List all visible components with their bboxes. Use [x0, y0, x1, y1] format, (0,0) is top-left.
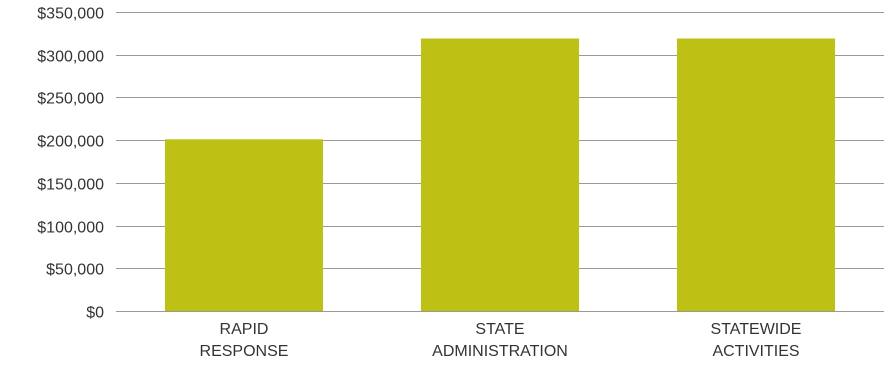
y-tick-label: $200,000	[37, 134, 104, 151]
y-tick-label: $250,000	[37, 91, 104, 108]
bars	[165, 38, 835, 311]
x-tick-label-line: ADMINISTRATION	[432, 343, 568, 360]
y-tick-label: $100,000	[37, 220, 104, 237]
y-tick-label: $50,000	[46, 262, 104, 279]
x-tick-label-line: RESPONSE	[200, 343, 289, 360]
y-tick-label: $350,000	[37, 6, 104, 23]
y-tick-label: $150,000	[37, 177, 104, 194]
bar	[677, 38, 835, 311]
x-tick-label: STATEWIDE ACTIVITIES	[711, 321, 802, 360]
x-axis-tick-labels: RAPID RESPONSE STATE ADMINISTRATION STATEWID…	[200, 321, 802, 360]
x-tick-label: STATE ADMINISTRATION	[432, 321, 568, 360]
bar	[165, 139, 323, 311]
x-tick-label: RAPID RESPONSE	[200, 321, 289, 360]
x-tick-label-line: STATE	[475, 321, 524, 338]
x-tick-label-line: ACTIVITIES	[712, 343, 799, 360]
y-tick-label: $300,000	[37, 49, 104, 66]
y-axis-tick-labels: $0 $50,000 $100,000 $150,000 $200,000 $250,00…	[37, 6, 104, 322]
y-tick-label: $0	[86, 305, 104, 322]
x-tick-label-line: RAPID	[220, 321, 269, 338]
x-tick-label-line: STATEWIDE	[711, 321, 802, 338]
bar	[421, 38, 579, 311]
